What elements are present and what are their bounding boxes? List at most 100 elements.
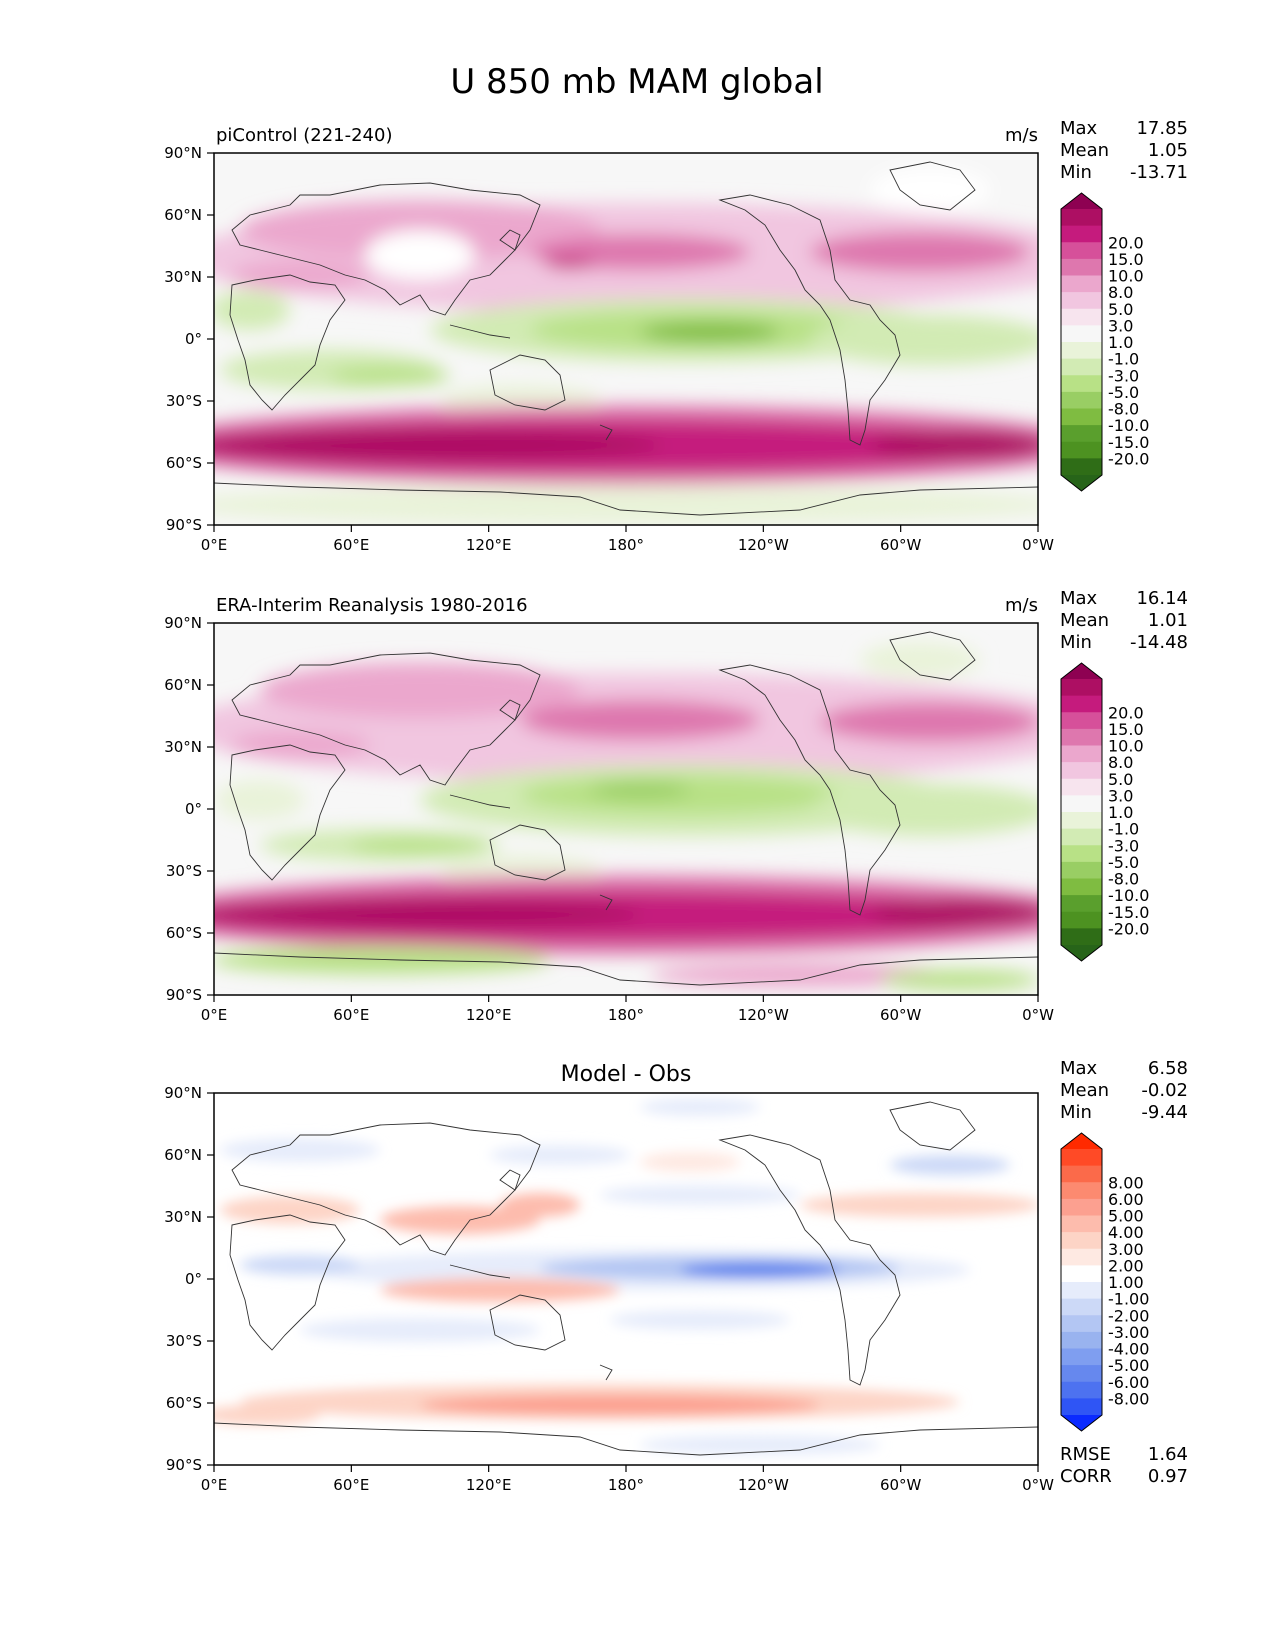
colorbar-segment bbox=[1061, 695, 1102, 713]
colorbar: 8.006.005.004.003.002.001.00-1.00-2.00-3… bbox=[1060, 1132, 1149, 1432]
colorbar-label: -5.0 bbox=[1108, 383, 1139, 402]
panel-title-left: ERA-Interim Reanalysis 1980-2016 bbox=[216, 595, 528, 616]
colorbar-segment bbox=[1061, 242, 1102, 260]
colorbar-segment bbox=[1061, 679, 1102, 697]
colorbar-segment bbox=[1061, 1248, 1102, 1266]
colorbar-label: -4.00 bbox=[1108, 1340, 1149, 1359]
x-tick-label: 0°E bbox=[201, 1476, 228, 1494]
colorbar-segment bbox=[1061, 878, 1102, 896]
colorbar-segment bbox=[1061, 441, 1102, 459]
colorbar-label: 20.0 bbox=[1108, 233, 1144, 252]
colorbar-label: -2.00 bbox=[1108, 1306, 1149, 1325]
x-tick-label: 120°E bbox=[466, 1476, 512, 1494]
colorbar-extend-bottom bbox=[1061, 475, 1102, 491]
stats-block: Max 16.14 Mean 1.01 Min -14.48 bbox=[1060, 588, 1188, 653]
corr-label: CORR bbox=[1060, 1466, 1112, 1487]
colorbar-segment bbox=[1061, 258, 1102, 276]
y-tick-label: 0° bbox=[185, 800, 202, 818]
x-tick-label: 60°E bbox=[333, 1476, 369, 1494]
colorbar-label: 8.00 bbox=[1108, 1173, 1144, 1192]
y-tick-label: 30°S bbox=[166, 862, 202, 880]
colorbar-label: 6.00 bbox=[1108, 1190, 1144, 1209]
colorbar-segment bbox=[1061, 425, 1102, 443]
y-tick-label: 60°S bbox=[166, 454, 202, 472]
y-tick-label: 60°N bbox=[164, 676, 202, 694]
colorbar-outline bbox=[1060, 662, 1103, 962]
colorbar-segment bbox=[1061, 275, 1102, 293]
x-axis-ticks: 0°E 60°E 120°E 180° 120°W 60°W 0°W bbox=[201, 525, 1054, 554]
colorbar-label: -8.0 bbox=[1108, 870, 1139, 889]
colorbar-label: -5.0 bbox=[1108, 853, 1139, 872]
colorbar-segment bbox=[1061, 1265, 1102, 1283]
colorbar-label: -10.0 bbox=[1108, 886, 1149, 905]
stat-value: -0.02 bbox=[1141, 1080, 1188, 1101]
colorbar-label: 3.0 bbox=[1108, 786, 1133, 805]
colorbar-label: 1.00 bbox=[1108, 1273, 1144, 1292]
stat-label: Min bbox=[1060, 1102, 1092, 1123]
colorbar: 20.015.010.08.05.03.01.0-1.0-3.0-5.0-8.0… bbox=[1060, 662, 1149, 962]
y-axis-ticks: 90°N 60°N 30°N 0° 30°S 60°S 90°S bbox=[164, 1084, 214, 1474]
y-tick-label: 90°N bbox=[164, 1084, 202, 1102]
y-tick-label: 90°S bbox=[166, 986, 202, 1004]
colorbar-segment bbox=[1061, 728, 1102, 746]
colorbar-outline bbox=[1060, 1132, 1103, 1432]
map-field bbox=[214, 623, 1038, 995]
colorbar-label: 5.0 bbox=[1108, 300, 1133, 319]
x-tick-label: 0°W bbox=[1022, 536, 1054, 554]
units-label: m/s bbox=[1005, 125, 1038, 146]
y-tick-label: 30°N bbox=[164, 738, 202, 756]
y-tick-label: 90°S bbox=[166, 1456, 202, 1474]
colorbar-segment bbox=[1061, 308, 1102, 326]
stat-label: Max bbox=[1060, 1058, 1098, 1079]
stats-block: Max 17.85 Mean 1.05 Min -13.71 bbox=[1060, 118, 1188, 183]
colorbar-label: -15.0 bbox=[1108, 903, 1149, 922]
colorbar-label: 10.0 bbox=[1108, 267, 1144, 286]
panel-picontrol: piControl (221-240) m/s Max 17.85 Mean 1… bbox=[164, 118, 1188, 554]
colorbar-segment bbox=[1061, 342, 1102, 360]
y-tick-label: 90°N bbox=[164, 144, 202, 162]
colorbar-extend-bottom bbox=[1061, 945, 1102, 961]
y-tick-label: 60°S bbox=[166, 924, 202, 942]
colorbar-segment bbox=[1061, 1149, 1102, 1167]
colorbar-segment bbox=[1061, 1282, 1102, 1300]
units-label: m/s bbox=[1005, 595, 1038, 616]
colorbar-segment bbox=[1061, 845, 1102, 863]
colorbar-label: -10.0 bbox=[1108, 416, 1149, 435]
colorbar-label: -1.0 bbox=[1108, 820, 1139, 839]
stat-label: Min bbox=[1060, 632, 1092, 653]
colorbar-segment bbox=[1061, 1348, 1102, 1366]
colorbar-label: -3.00 bbox=[1108, 1323, 1149, 1342]
y-axis-ticks: 90°N 60°N 30°N 0° 30°S 60°S 90°S bbox=[164, 614, 214, 1004]
x-tick-label: 60°W bbox=[880, 536, 922, 554]
colorbar-label: 8.0 bbox=[1108, 283, 1133, 302]
x-tick-label: 0°W bbox=[1022, 1476, 1054, 1494]
panel-model-minus-obs: Model - Obs Max 6.58 Mean -0.02 Min -9.4… bbox=[164, 1058, 1188, 1494]
colorbar-segment bbox=[1061, 458, 1102, 476]
colorbar-segment bbox=[1061, 795, 1102, 813]
colorbar-label: 8.0 bbox=[1108, 753, 1133, 772]
colorbar-segment bbox=[1061, 408, 1102, 426]
x-axis-ticks: 0°E 60°E 120°E 180° 120°W 60°W 0°W bbox=[201, 995, 1054, 1024]
x-tick-label: 120°W bbox=[738, 536, 789, 554]
colorbar-label: 1.0 bbox=[1108, 333, 1133, 352]
x-tick-label: 0°E bbox=[201, 1006, 228, 1024]
y-tick-label: 60°N bbox=[164, 206, 202, 224]
colorbar-segment bbox=[1061, 895, 1102, 913]
x-tick-label: 120°E bbox=[466, 536, 512, 554]
stat-value: 6.58 bbox=[1148, 1058, 1188, 1079]
colorbar-outline bbox=[1060, 192, 1103, 492]
x-axis-ticks: 0°E 60°E 120°E 180° 120°W 60°W 0°W bbox=[201, 1465, 1054, 1494]
y-tick-label: 0° bbox=[185, 1270, 202, 1288]
colorbar-segment bbox=[1061, 1198, 1102, 1216]
colorbar-label: 10.0 bbox=[1108, 737, 1144, 756]
colorbar-segment bbox=[1061, 778, 1102, 796]
colorbar-label: 3.0 bbox=[1108, 316, 1133, 335]
panel-title-left: piControl (221-240) bbox=[216, 125, 392, 146]
colorbar-label: -20.0 bbox=[1108, 919, 1149, 938]
y-tick-label: 90°N bbox=[164, 614, 202, 632]
stat-label: Max bbox=[1060, 118, 1098, 139]
stat-label: Mean bbox=[1060, 140, 1109, 161]
colorbar-label: 5.00 bbox=[1108, 1207, 1144, 1226]
colorbar-label: 4.00 bbox=[1108, 1223, 1144, 1242]
